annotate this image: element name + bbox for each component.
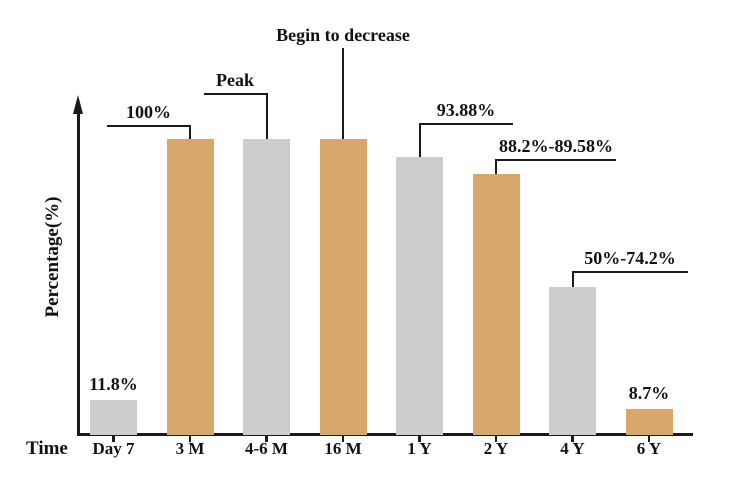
- annotation-connector-line: [265, 93, 268, 139]
- x-axis-tick: [265, 435, 268, 442]
- bar-6-y: [625, 409, 673, 435]
- annotation-connector-line: [495, 159, 497, 174]
- annotation-label: Begin to decrease: [276, 25, 410, 45]
- annotation-line: [572, 271, 688, 273]
- y-axis-line: [77, 110, 80, 435]
- annotation-label: Peak: [216, 70, 254, 90]
- value-label: 11.8%: [89, 374, 138, 395]
- x-axis-tick: [647, 435, 651, 442]
- annotation-label: 93.88%: [436, 100, 496, 120]
- bar-2-y: [472, 173, 520, 435]
- tick-label: 4-6 M: [245, 439, 288, 458]
- x-axis-tick: [494, 435, 498, 442]
- bar-4-6-m: [243, 139, 290, 435]
- annotation-line: [107, 125, 190, 127]
- bar-16-m: [319, 139, 367, 435]
- annotation-line: [496, 159, 616, 161]
- annotation-line: [342, 48, 344, 139]
- bar-3-m: [166, 139, 214, 435]
- bar-1-y: [396, 157, 443, 435]
- annotation-connector-line: [418, 123, 421, 158]
- x-axis-tick: [418, 435, 421, 442]
- annotation-line: [419, 123, 513, 125]
- tick-label: 4 Y: [560, 439, 585, 458]
- x-axis-line: [77, 433, 693, 436]
- annotation-connector-line: [571, 271, 574, 287]
- tick-label: 1 Y: [407, 439, 432, 458]
- x-axis-tick: [571, 435, 574, 442]
- annotation-label: 50%-74.2%: [584, 248, 676, 268]
- tick-label: 16 M: [324, 439, 362, 458]
- tick-label: 2 Y: [483, 439, 509, 458]
- x-axis-tick: [341, 435, 345, 442]
- annotation-label: 88.2%-89.58%: [499, 136, 613, 156]
- tick-label: 3 M: [175, 439, 205, 458]
- annotation-label: 100%: [126, 102, 171, 122]
- x-axis-label: Time: [26, 438, 68, 459]
- annotation-line: [203, 93, 267, 95]
- x-axis-tick: [112, 435, 115, 442]
- value-label: 8.7%: [628, 383, 670, 404]
- y-axis-arrow-icon: [73, 95, 83, 114]
- tick-label: 6 Y: [636, 439, 662, 458]
- bar-4-y: [549, 287, 596, 435]
- tick-label: Day 7: [92, 439, 135, 458]
- bar-day-7: [90, 400, 137, 435]
- y-axis-label: Percentage(%): [42, 196, 63, 318]
- annotation-connector-line: [189, 125, 191, 139]
- x-axis-tick: [188, 435, 192, 442]
